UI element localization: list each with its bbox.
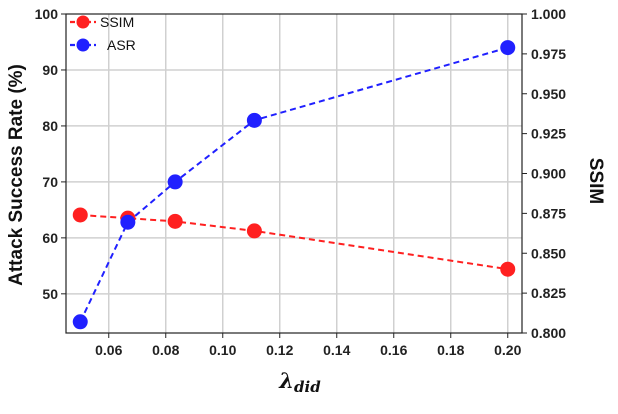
asr-data-point [167, 174, 183, 190]
y-left-tick-label: 100 [35, 6, 59, 22]
x-tick-label: 0.16 [380, 342, 407, 358]
ssim-data-point [246, 223, 262, 239]
plot-frame [65, 13, 523, 334]
asr-data-point [72, 314, 88, 330]
x-tick-label: 0.12 [266, 342, 293, 358]
y-right-tick-label: 0.925 [531, 126, 566, 142]
y-left-axis-title: Attack Success Rate (%) [6, 64, 27, 286]
x-tick-label: 0.18 [437, 342, 464, 358]
x-axis-title-sub: did [294, 378, 321, 396]
y-right-tick-label: 0.975 [531, 46, 566, 62]
x-ticks: 0.06 0.08 0.10 0.12 0.14 0.16 0.18 0.20 [95, 333, 522, 358]
ssim-series-line [80, 214, 508, 271]
x-tick-label: 0.20 [494, 342, 521, 358]
legend-ssim-marker [76, 15, 90, 29]
y-left-tick-label: 90 [42, 62, 58, 78]
y-right-ticks: 0.800 0.825 0.850 0.875 0.900 0.925 0.950 0.975… [522, 6, 566, 341]
legend: SSIM ASR [70, 14, 136, 53]
y-right-axis-title: SSIM [585, 158, 606, 204]
y-right-tick-label: 0.850 [531, 245, 566, 261]
y-right-tick-label: 0.875 [531, 205, 566, 221]
x-axis-title-main: λ [278, 368, 294, 393]
y-right-tick-label: 0.900 [531, 166, 566, 182]
grid [66, 14, 522, 333]
y-right-tick-label: 0.825 [531, 285, 566, 301]
asr-data-point [500, 40, 516, 56]
legend-asr-marker [76, 38, 90, 52]
ssim-data-point [72, 207, 88, 223]
y-right-tick-label: 0.950 [531, 86, 566, 102]
asr-series-line [79, 46, 509, 323]
y-left-tick-label: 60 [42, 230, 58, 246]
series-lines [79, 46, 509, 323]
x-tick-label: 0.14 [323, 342, 350, 358]
y-left-ticks: 50 60 70 80 90 100 [35, 6, 66, 302]
asr-data-point [246, 112, 262, 128]
legend-ssim-label: SSIM [100, 14, 134, 30]
y-right-tick-label: 0.800 [531, 325, 566, 341]
x-tick-label: 0.08 [152, 342, 179, 358]
y-left-tick-label: 80 [42, 118, 58, 134]
legend-asr-label: ASR [107, 37, 136, 53]
series-points [72, 40, 516, 330]
y-left-tick-label: 70 [42, 174, 58, 190]
asr-data-point [120, 214, 136, 230]
x-axis-title: λdid [278, 368, 321, 396]
x-tick-label: 0.10 [209, 342, 236, 358]
y-right-tick-label: 1.000 [531, 6, 566, 22]
y-left-tick-label: 50 [42, 286, 58, 302]
x-tick-label: 0.06 [95, 342, 122, 358]
ssim-data-point [167, 213, 183, 229]
ssim-data-point [500, 261, 516, 277]
